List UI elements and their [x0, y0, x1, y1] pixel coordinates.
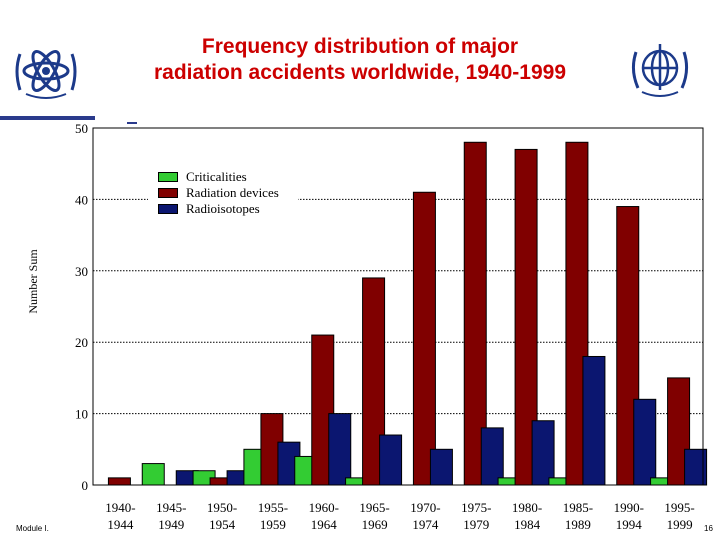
title-underline-rule: [0, 116, 95, 120]
x-tick-label: 1985-1989: [563, 500, 593, 532]
bar-radiation-devices: [107, 477, 131, 486]
bar-radioisotopes: [429, 448, 453, 486]
legend-label-criticalities: Criticalities: [186, 169, 247, 184]
x-tick-label: 1955-1959: [258, 500, 288, 532]
globe-emblem-logo: [631, 44, 689, 97]
chart-legend: Criticalities Radiation devices Radioiso…: [148, 163, 298, 219]
x-tick-label: 1980-1984: [512, 500, 542, 532]
bar-radioisotopes: [379, 434, 403, 486]
y-tick-label: 50: [75, 121, 88, 136]
atom-emblem-logo: [15, 50, 77, 99]
x-tick-label: 1950-1954: [207, 500, 237, 532]
x-tick-label: 1940-1944: [105, 500, 135, 532]
bar-criticalities: [141, 463, 165, 486]
legend-label-radiation-devices: Radiation devices: [186, 185, 279, 200]
bar-radioisotopes: [328, 413, 352, 486]
y-tick-label: 40: [75, 192, 88, 207]
x-tick-label: 1965-1969: [359, 500, 389, 532]
title-line-1: Frequency distribution of major: [201, 35, 519, 58]
module-label: Module I.: [16, 524, 49, 533]
title-line-2: radiation accidents worldwide, 1940-1999: [154, 61, 566, 84]
bar-radioisotopes: [531, 420, 555, 486]
title-underline-mark: [127, 122, 137, 124]
x-tick-label: 1975-1979: [461, 500, 491, 532]
x-tick-label: 1945-1949: [156, 500, 186, 532]
y-axis-title: Number Sum: [26, 249, 40, 314]
y-tick-label: 10: [75, 407, 88, 422]
bar-radioisotopes: [633, 398, 657, 486]
bar-radioisotopes: [480, 427, 504, 486]
y-tick-label: 20: [75, 335, 88, 350]
chart-title: Frequency distribution of major radiatio…: [100, 34, 620, 86]
legend-swatch-criticalities: [158, 172, 178, 182]
x-tick-label: 1970-1974: [410, 500, 440, 532]
page-number: 16: [704, 524, 713, 533]
plot-frame: [92, 127, 704, 486]
legend-swatch-radioisotopes: [158, 204, 178, 214]
y-tick-label: 0: [82, 478, 89, 493]
y-tick-label: 30: [75, 264, 88, 279]
bar-radioisotopes: [582, 355, 606, 486]
x-tick-label: 1995-1999: [664, 500, 694, 532]
legend-label-radioisotopes: Radioisotopes: [186, 201, 260, 216]
x-tick-label: 1990-1994: [614, 500, 644, 532]
x-tick-label: 1960-1964: [309, 500, 339, 532]
legend-swatch-radiation-devices: [158, 188, 178, 198]
bar-radiation-devices: [412, 191, 436, 486]
